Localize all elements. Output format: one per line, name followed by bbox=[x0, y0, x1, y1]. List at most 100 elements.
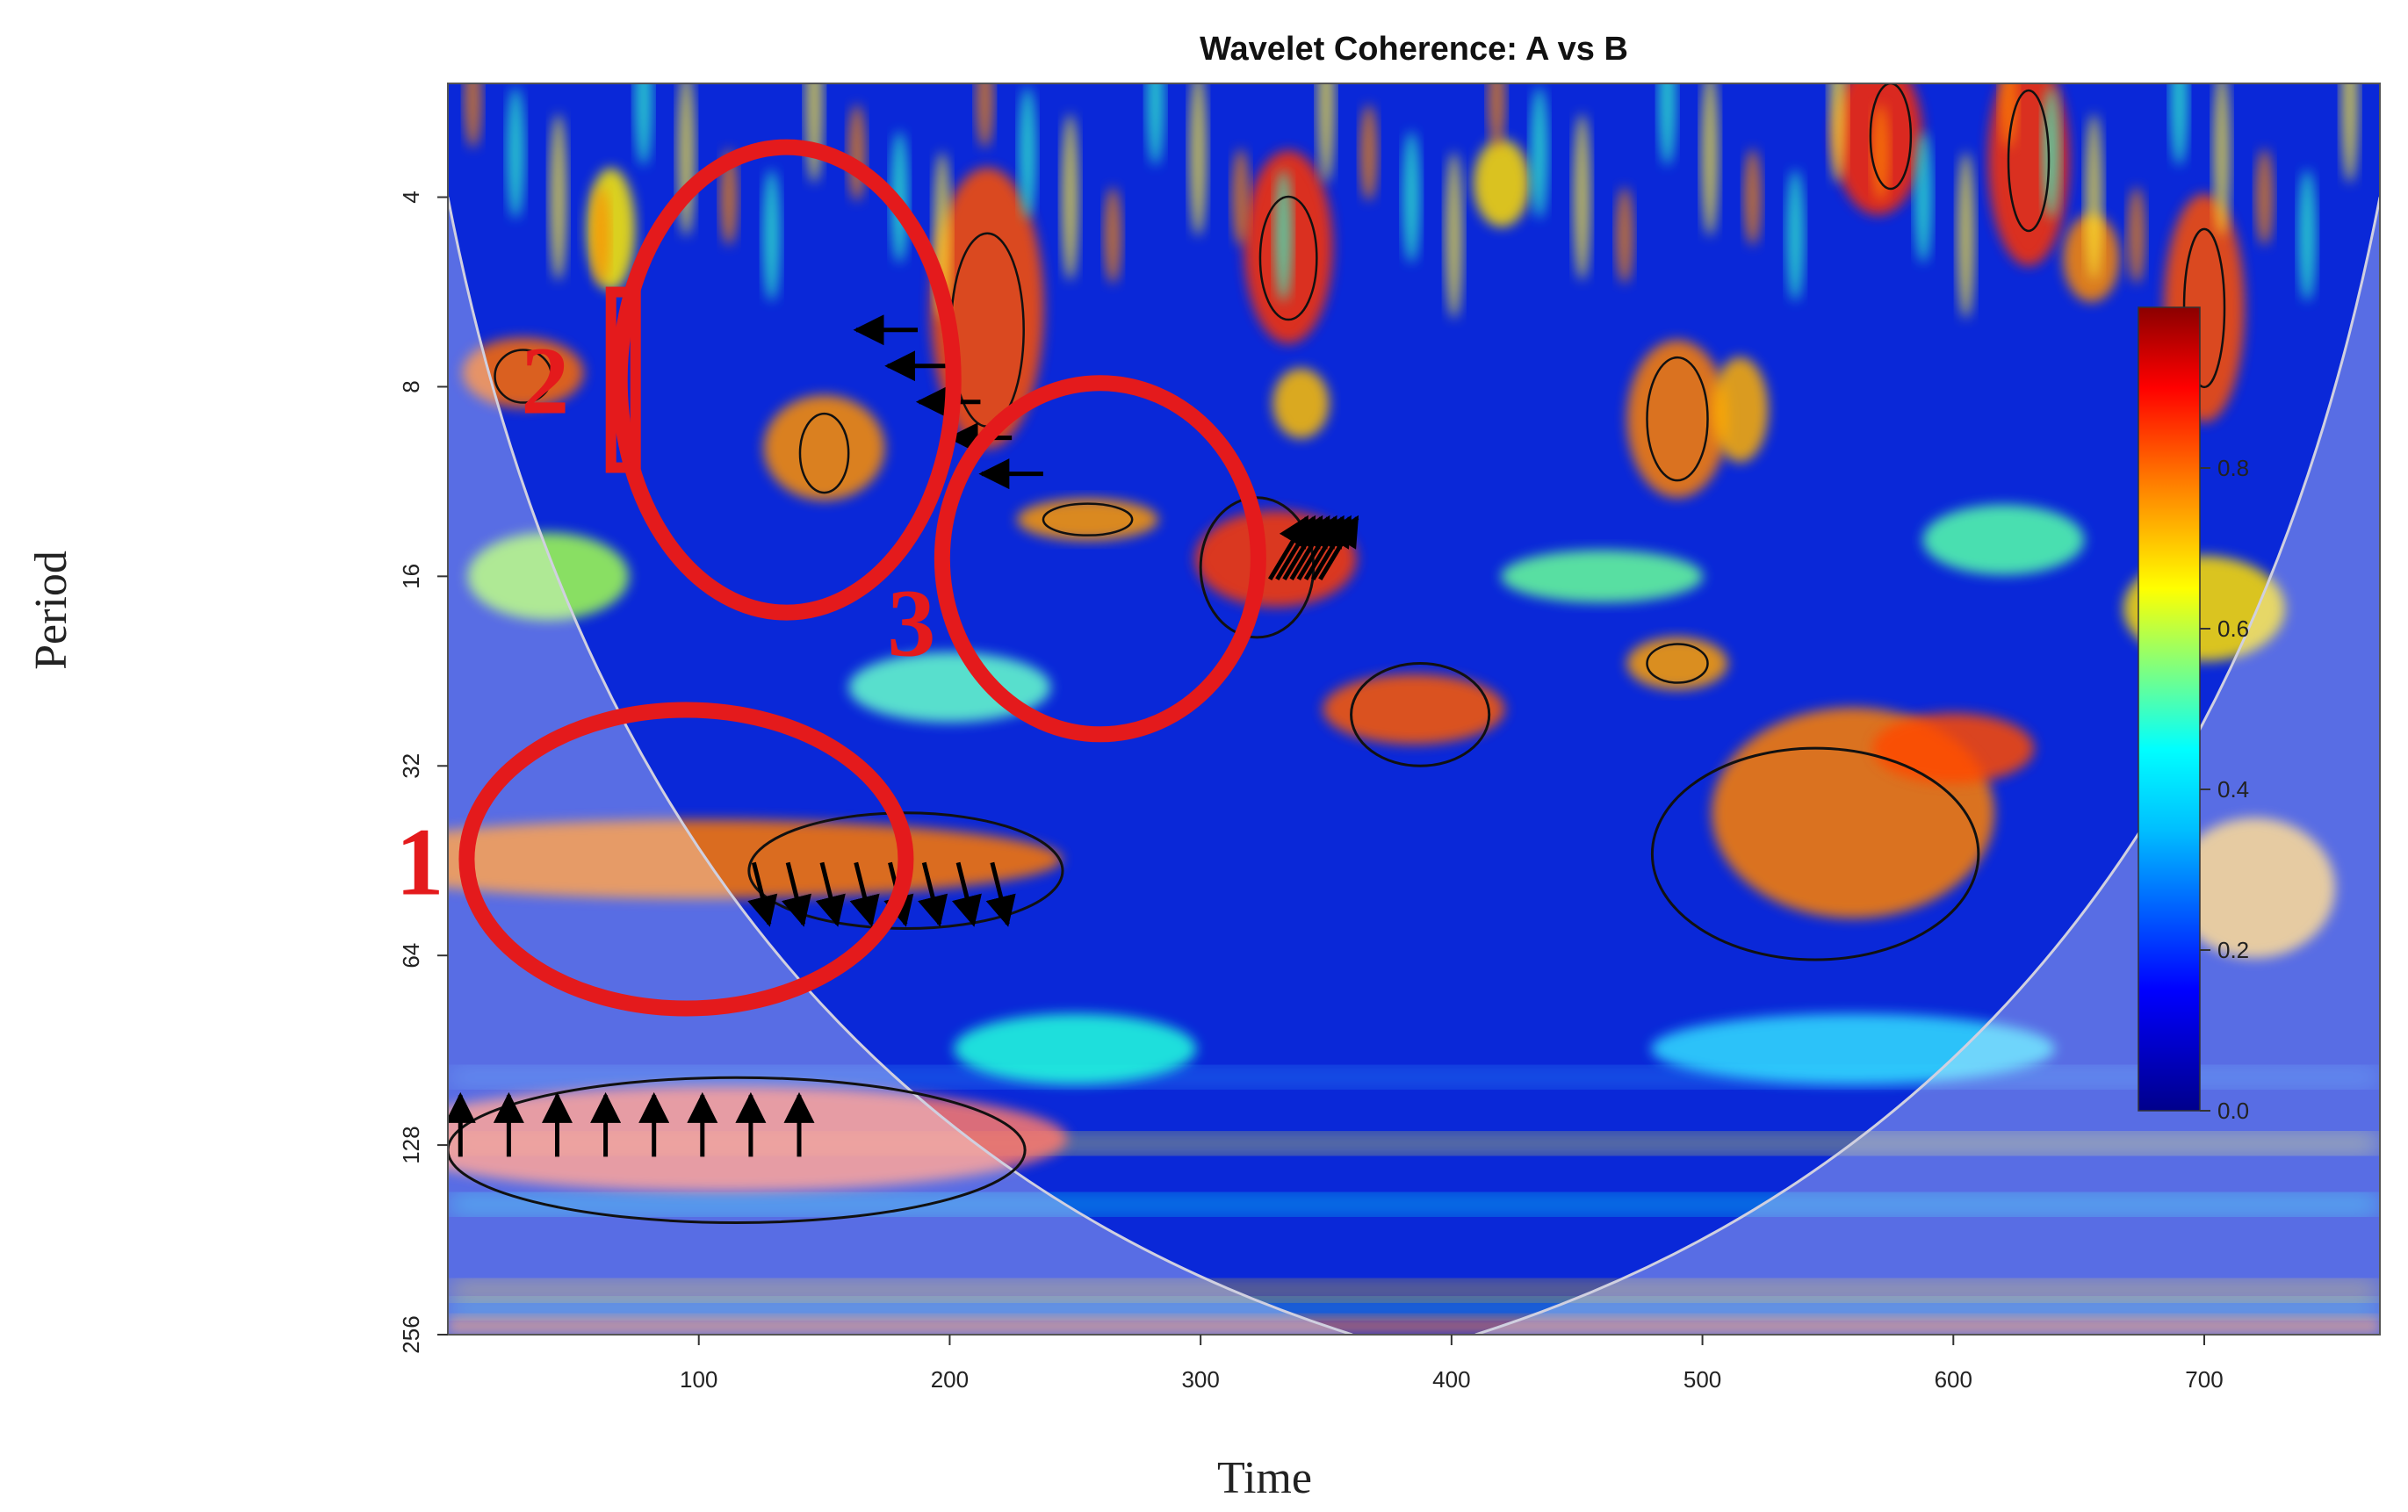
x-tick-label-700: 700 bbox=[2185, 1366, 2223, 1393]
blob-25 bbox=[1922, 504, 2085, 575]
cb-tick-label-0.2: 0.2 bbox=[2217, 937, 2249, 963]
spike-29 bbox=[1701, 83, 1719, 236]
colorbar-ticks: 0.0 0.2 0.4 0.6 0.8 bbox=[2200, 455, 2249, 1124]
x-axis: 100 200 300 400 500 600 700 bbox=[680, 1335, 2224, 1393]
contour-small-7 bbox=[2007, 89, 2051, 233]
spike-41 bbox=[2213, 83, 2231, 236]
spike-35 bbox=[1957, 152, 1975, 320]
annotation-ellipse-1 bbox=[458, 702, 914, 1017]
annotation-label-2: 2 bbox=[521, 328, 569, 435]
blob-26 bbox=[954, 1013, 1197, 1084]
contour-small-0 bbox=[494, 349, 553, 404]
annotations: 1 2 3 bbox=[396, 139, 1266, 1017]
spike-1 bbox=[507, 86, 525, 219]
y-tick-label-4: 4 bbox=[398, 191, 424, 203]
spike-18 bbox=[1231, 148, 1250, 246]
arrows-band-5 bbox=[918, 861, 948, 927]
spike-19 bbox=[1274, 169, 1293, 302]
contour-region-e bbox=[1650, 746, 1980, 961]
spike-7 bbox=[762, 169, 781, 302]
y-tick-label-8: 8 bbox=[398, 380, 424, 392]
spike-6 bbox=[720, 148, 738, 246]
x-tick-label-500: 500 bbox=[1683, 1366, 1721, 1393]
chart-title: Wavelet Coherence: A vs B bbox=[1200, 31, 1628, 68]
blob-28 bbox=[2174, 817, 2336, 959]
blob-24 bbox=[1501, 550, 1704, 603]
spike-4 bbox=[634, 83, 652, 166]
coherence-heatmap bbox=[448, 83, 2380, 1335]
arrows-band-7 bbox=[985, 861, 1016, 927]
colorbar: 0.0 0.2 0.4 0.6 0.8 bbox=[2138, 306, 2249, 1124]
band-bottom bbox=[448, 1316, 2380, 1335]
contour-small-3 bbox=[1042, 502, 1134, 536]
phase-arrows bbox=[448, 314, 1359, 1157]
band-1 bbox=[448, 1281, 2380, 1300]
blob-27 bbox=[1651, 1013, 2055, 1084]
spike-28 bbox=[1658, 83, 1676, 166]
blob-9 bbox=[1712, 356, 1769, 463]
blob-8 bbox=[1626, 340, 1728, 499]
spike-23 bbox=[1445, 152, 1463, 320]
spike-32 bbox=[1828, 83, 1847, 184]
spike-33 bbox=[1871, 104, 1890, 201]
annotation-bracket bbox=[605, 286, 641, 473]
x-axis-title: Time bbox=[1217, 1453, 1312, 1503]
annotation-label-3: 3 bbox=[887, 569, 935, 676]
band-0 bbox=[448, 1300, 2380, 1317]
arrows-band-1 bbox=[782, 861, 812, 927]
x-tick-label-200: 200 bbox=[931, 1366, 969, 1393]
contour-small-9 bbox=[1646, 643, 1709, 684]
spike-15 bbox=[1104, 187, 1122, 284]
spike-25 bbox=[1530, 86, 1548, 219]
y-tick-label-32: 32 bbox=[398, 753, 424, 779]
contour-small-1 bbox=[798, 412, 850, 494]
spike-42 bbox=[2255, 148, 2274, 246]
y-tick-label-128: 128 bbox=[398, 1126, 424, 1163]
plot-frame bbox=[447, 83, 2381, 1336]
contour-region-b bbox=[448, 1076, 1027, 1224]
arrows-band-2 bbox=[815, 861, 846, 927]
spike-16 bbox=[1146, 83, 1164, 166]
spike-31 bbox=[1786, 169, 1805, 302]
spike-34 bbox=[1914, 131, 1932, 263]
x-tick-label-300: 300 bbox=[1181, 1366, 1219, 1393]
blob-6 bbox=[1272, 368, 1330, 439]
cone-left-edge bbox=[448, 197, 1353, 1335]
blob-19 bbox=[1872, 713, 2035, 784]
x-tick-label-100: 100 bbox=[680, 1366, 717, 1393]
y-axis: 4 8 16 32 64 128 256 bbox=[398, 191, 448, 1354]
spike-26 bbox=[1573, 113, 1591, 281]
x-tick-label-400: 400 bbox=[1432, 1366, 1470, 1393]
spike-17 bbox=[1189, 83, 1208, 236]
spike-14 bbox=[1061, 113, 1079, 281]
spike-30 bbox=[1743, 148, 1762, 246]
contour-small-5 bbox=[1646, 356, 1709, 482]
spike-40 bbox=[2170, 83, 2188, 166]
arrows-band-3 bbox=[849, 861, 880, 927]
spike-44 bbox=[2340, 83, 2359, 184]
arrows-diag-7 bbox=[1318, 515, 1359, 581]
blob-22 bbox=[467, 532, 630, 621]
blob-2 bbox=[763, 394, 885, 500]
spike-27 bbox=[1616, 187, 1633, 284]
spike-43 bbox=[2298, 169, 2317, 302]
spike-39 bbox=[2127, 187, 2145, 284]
spike-2 bbox=[549, 113, 567, 281]
annotation-ellipse-2 bbox=[611, 139, 962, 621]
spike-38 bbox=[2085, 113, 2103, 281]
spike-9 bbox=[847, 104, 866, 201]
spike-13 bbox=[1019, 86, 1036, 219]
y-tick-label-64: 64 bbox=[398, 943, 424, 968]
y-tick-label-16: 16 bbox=[398, 564, 424, 589]
spike-0 bbox=[464, 83, 482, 148]
spike-3 bbox=[592, 187, 610, 284]
spike-36 bbox=[2000, 83, 2018, 148]
spike-22 bbox=[1402, 131, 1421, 263]
cb-tick-label-0.4: 0.4 bbox=[2217, 776, 2249, 803]
spike-12 bbox=[976, 83, 994, 148]
cb-tick-label-0.8: 0.8 bbox=[2217, 455, 2249, 481]
cb-tick-label-0: 0.0 bbox=[2217, 1098, 2249, 1124]
contour-region-a bbox=[747, 811, 1064, 931]
blob-17 bbox=[1626, 637, 1728, 690]
